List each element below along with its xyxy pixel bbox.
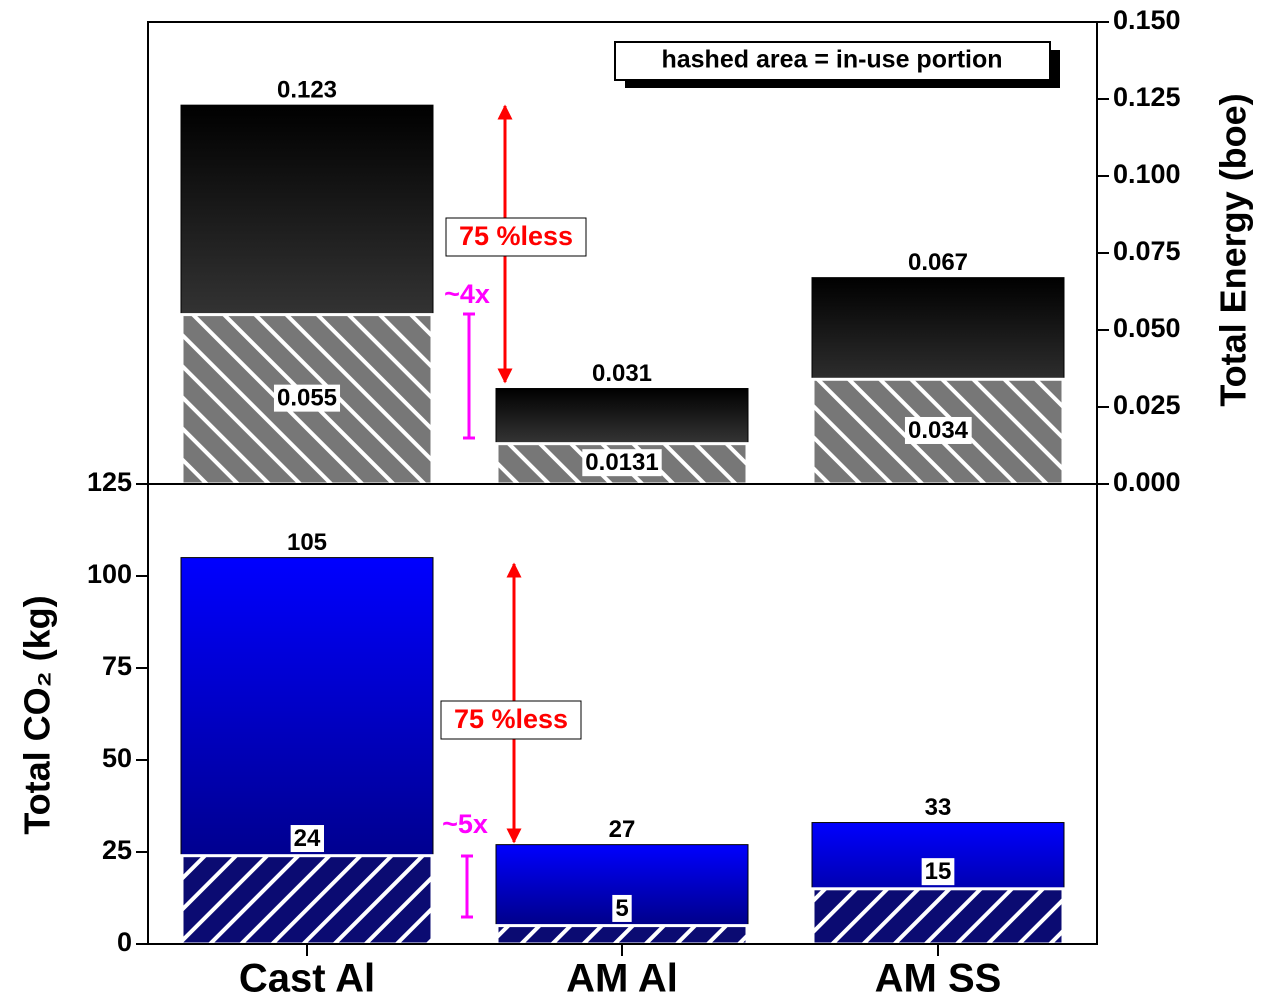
annotation-box bbox=[440, 700, 582, 740]
y-tick-label: 0.050 bbox=[1113, 313, 1181, 343]
annotation: 75 %less bbox=[459, 221, 573, 251]
ratio-bar bbox=[463, 312, 475, 440]
value-label-box bbox=[273, 384, 341, 412]
value-label: 0.123 bbox=[277, 77, 337, 104]
value-label: 27 bbox=[609, 816, 636, 843]
bar-in-use bbox=[495, 924, 749, 946]
value-label-box bbox=[290, 825, 324, 853]
value-label: 0.031 bbox=[592, 360, 652, 387]
value-label: 24 bbox=[294, 825, 321, 852]
x-tick-label: AM Al bbox=[566, 957, 678, 1001]
value-label-box bbox=[612, 894, 632, 922]
y-tick-label: 75 bbox=[102, 651, 132, 681]
annotation: ~4x bbox=[444, 279, 490, 309]
bar-in-use bbox=[811, 887, 1065, 946]
y-tick-label: 0.075 bbox=[1113, 236, 1181, 266]
y-tick-label: 0.100 bbox=[1113, 159, 1181, 189]
value-label: 105 bbox=[287, 529, 327, 556]
value-label: 33 bbox=[925, 794, 952, 821]
y-tick-label: 0.125 bbox=[1113, 82, 1181, 112]
value-label-box bbox=[921, 858, 955, 886]
value-label: 15 bbox=[925, 858, 952, 885]
legend-box bbox=[614, 41, 1051, 81]
value-label: 0.055 bbox=[277, 385, 337, 412]
value-label: 0.067 bbox=[908, 249, 968, 276]
annotation: 75 %less bbox=[454, 704, 568, 734]
y-tick-label: 0.000 bbox=[1113, 467, 1181, 497]
y-tick-label: 100 bbox=[87, 559, 132, 589]
y-tick-label: 50 bbox=[102, 743, 132, 773]
y-tick-label: 0.150 bbox=[1113, 5, 1181, 35]
value-label: 0.0131 bbox=[585, 449, 658, 476]
value-label-box bbox=[904, 416, 972, 444]
x-tick-label: Cast Al bbox=[239, 957, 375, 1001]
legend-text: hashed area = in-use portion bbox=[661, 46, 1002, 74]
bar-in-use bbox=[180, 854, 434, 946]
annotation-box bbox=[445, 217, 587, 257]
annotation: ~5x bbox=[442, 809, 488, 839]
value-label: 5 bbox=[615, 895, 628, 922]
ratio-bar bbox=[461, 854, 473, 919]
y-axis-label: Total CO₂ (kg) bbox=[17, 595, 58, 834]
value-label-box bbox=[582, 449, 662, 477]
y-tick-label: 0.025 bbox=[1113, 390, 1181, 420]
y-axis-label: Total Energy (boe) bbox=[1213, 93, 1254, 406]
x-tick-label: AM SS bbox=[875, 957, 1002, 1001]
value-label: 0.034 bbox=[908, 417, 969, 444]
y-tick-label: 25 bbox=[102, 835, 132, 865]
y-tick-label: 0 bbox=[117, 927, 132, 957]
y-tick-label: 125 bbox=[87, 467, 132, 497]
